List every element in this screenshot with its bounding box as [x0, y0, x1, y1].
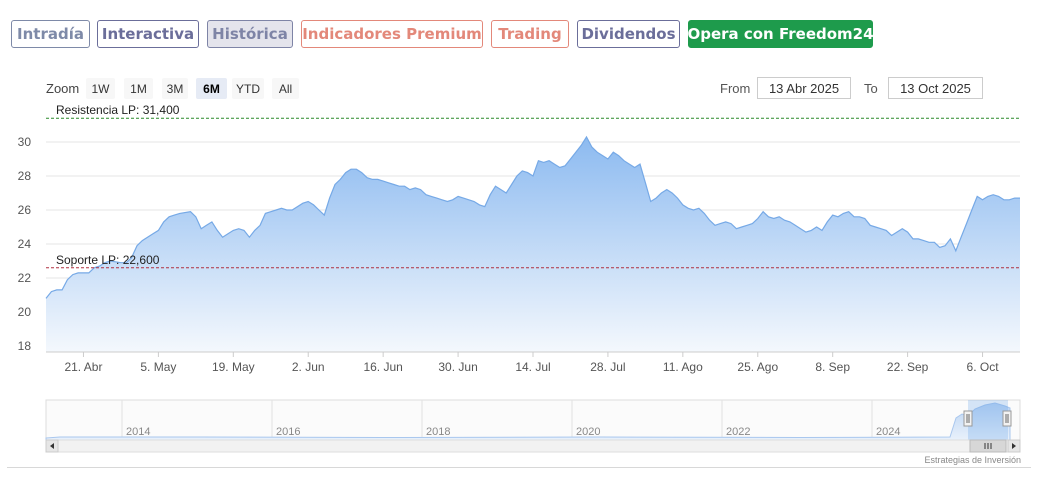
series-line[interactable]	[45, 135, 1020, 299]
level-annotations: Resistencia LP: 31,400 Soporte LP: 22,600	[46, 103, 1020, 269]
navigator-left-handle[interactable]	[963, 410, 973, 427]
navigator-year-labels: 2014 2016 2018 2020 2022 2024	[121, 400, 900, 440]
zoom-button-3m[interactable]: 3M	[162, 78, 188, 99]
navigator[interactable]: 2014 2016 2018 2020 2022 2024	[45, 399, 1021, 441]
tab-trading[interactable]: Trading	[491, 20, 569, 48]
x-tick-label: 21. Abr	[64, 360, 102, 374]
tab-opera-con-freedom24[interactable]: Opera con Freedom24	[687, 20, 874, 48]
x-tick-label: 16. Jun	[363, 360, 402, 374]
x-tick-label: 14. Jul	[515, 360, 550, 374]
x-tick-label: 5. May	[140, 360, 176, 374]
x-axis: 21. Abr 5. May 19. May 2. Jun 16. Jun 30. Jun…	[64, 352, 999, 374]
zoom-button-ytd[interactable]: YTD	[232, 78, 264, 99]
y-tick-label: 26	[18, 203, 32, 217]
y-tick-label: 20	[18, 305, 32, 319]
navigator-right-handle[interactable]	[1002, 410, 1012, 427]
from-date-input[interactable]: 13 Abr 2025	[757, 77, 851, 99]
zoom-label: Zoom	[46, 81, 80, 96]
navigator-year-label: 2024	[876, 426, 900, 438]
navigator-selection[interactable]	[968, 400, 1008, 440]
y-tick-label: 28	[18, 169, 32, 183]
scroll-left-arrow-icon	[50, 443, 54, 449]
series-area-fill	[46, 136, 1020, 352]
x-tick-label: 30. Jun	[438, 360, 477, 374]
annotation-label-0: Resistencia LP: 31,400	[56, 103, 180, 117]
tab-dividendos[interactable]: Dividendos	[577, 20, 680, 48]
to-label: To	[864, 81, 878, 96]
y-tick-label: 30	[18, 135, 32, 149]
x-tick-label: 28. Jul	[590, 360, 625, 374]
x-tick-label: 2. Jun	[292, 360, 325, 374]
to-date-input[interactable]: 13 Oct 2025	[888, 77, 983, 99]
annotation-label-1: Soporte LP: 22,600	[56, 253, 160, 267]
credits-label[interactable]: Estrategias de Inversión	[924, 455, 1021, 465]
series-area	[45, 135, 1020, 353]
bottom-divider	[7, 467, 1031, 468]
zoom-button-1w[interactable]: 1W	[86, 78, 115, 99]
x-tick-label: 22. Sep	[887, 360, 929, 374]
zoom-button-1m[interactable]: 1M	[124, 78, 153, 99]
scrollbar-track[interactable]	[45, 439, 1021, 453]
zoom-button-6m[interactable]: 6M	[196, 78, 227, 99]
tab-interactiva[interactable]: Interactiva	[97, 20, 199, 48]
zoom-button-all[interactable]: All	[272, 78, 299, 99]
navigator-year-label: 2014	[126, 426, 150, 438]
navigator-year-label: 2020	[576, 426, 600, 438]
x-tick-label: 19. May	[212, 360, 255, 374]
y-tick-label: 22	[18, 271, 32, 285]
navigator-frame	[45, 399, 1021, 441]
navigator-year-label: 2018	[426, 426, 450, 438]
navigator-scrollbar[interactable]	[45, 439, 1021, 453]
tab-intradía[interactable]: Intradía	[11, 20, 90, 48]
from-label: From	[720, 81, 751, 96]
tab-histórica[interactable]: Histórica	[207, 20, 293, 48]
y-tick-label: 24	[18, 237, 32, 251]
navigator-year-label: 2022	[726, 426, 750, 438]
x-tick-label: 8. Sep	[815, 360, 850, 374]
scroll-right-arrow-icon	[1012, 443, 1016, 449]
x-tick-label: 6. Oct	[967, 360, 1000, 374]
x-tick-label: 25. Ago	[737, 360, 778, 374]
navigator-year-label: 2016	[276, 426, 300, 438]
x-tick-label: 11. Ago	[663, 360, 703, 374]
y-tick-label: 18	[18, 339, 32, 353]
tab-indicadores-premium[interactable]: Indicadores Premium	[301, 20, 483, 48]
y-axis: 18 20 22 24 26 28 30	[18, 135, 32, 353]
